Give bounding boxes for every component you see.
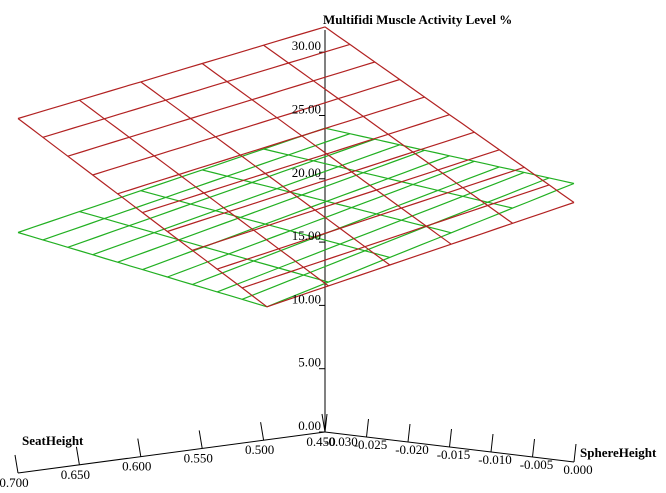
- surface-grid-line: [266, 201, 575, 308]
- seat-tick-label: 0.600: [122, 459, 151, 474]
- surface-grid-line: [266, 182, 575, 308]
- surface-red: [17, 26, 575, 308]
- seat-tick-label: 0.500: [245, 442, 274, 457]
- seat-tick-label: 0.650: [61, 467, 90, 482]
- sphere-tick-label: 0.000: [563, 462, 592, 477]
- z-tick-label: 0.00: [298, 418, 321, 433]
- z-tick-label: 25.00: [292, 101, 321, 116]
- seat-tick: [14, 454, 19, 474]
- surface-grid-line: [167, 160, 475, 278]
- surface-grid-line: [192, 166, 500, 286]
- sphere-tick: [532, 438, 535, 458]
- z-tick-label: 10.00: [292, 291, 321, 306]
- sphere-tick: [366, 418, 369, 438]
- sphere-tick-label: -0.030: [324, 434, 358, 449]
- sphere-axis-label: SphereHeight: [580, 445, 657, 460]
- sphere-tick: [490, 433, 494, 453]
- sphere-tick: [324, 413, 328, 433]
- seat-tick-label: 0.700: [0, 475, 29, 490]
- surface-grid-line: [117, 96, 425, 195]
- seat-tick: [137, 438, 142, 457]
- axes-layer: [14, 30, 577, 474]
- surface-grid-line: [142, 114, 450, 214]
- seat-tick-label: 0.450: [306, 434, 335, 449]
- surface-green: [17, 127, 575, 308]
- seat-axis-line: [17, 431, 326, 474]
- z-tick-label: 30.00: [292, 38, 321, 53]
- sphere-tick-label: -0.025: [354, 437, 388, 452]
- surface-grid-line: [67, 61, 375, 157]
- surface-grid-line: [17, 26, 326, 120]
- seat-tick: [198, 430, 203, 449]
- seat-tick: [75, 446, 80, 465]
- seat-axis-label: SeatHeight: [22, 433, 84, 448]
- z-tick-label: 15.00: [292, 228, 321, 243]
- surface-grid-line: [192, 149, 500, 251]
- surface-grid-line: [42, 43, 351, 138]
- surface-grid-line: [217, 166, 525, 270]
- surface-grid-line: [216, 171, 525, 293]
- seat-tick: [260, 422, 265, 441]
- seat-tick-label: 0.550: [184, 450, 213, 465]
- surface-grid-line: [241, 177, 550, 300]
- z-axis-label: Multifidi Muscle Activity Level %: [323, 12, 512, 27]
- surface-grid-line: [92, 144, 400, 256]
- sphere-tick-label: -0.020: [395, 442, 429, 457]
- surface-grid-line: [17, 127, 326, 234]
- sphere-tick-label: -0.015: [437, 447, 471, 462]
- sphere-tick: [573, 443, 577, 463]
- surface-grid-line: [117, 149, 425, 263]
- labels-layer: Multifidi Muscle Activity Level % SeatHe…: [0, 12, 657, 490]
- sphere-tick: [407, 423, 411, 443]
- surface-grid-line: [167, 131, 475, 233]
- sphere-tick: [449, 428, 452, 448]
- sphere-tick-label: -0.005: [520, 457, 554, 472]
- seat-tick: [321, 413, 326, 433]
- z-tick-label: 5.00: [298, 355, 321, 370]
- sphere-tick-label: -0.010: [478, 452, 512, 467]
- surface-grid-line: [241, 184, 550, 289]
- surface-grid-line: [92, 78, 400, 176]
- surface-grid-line: [67, 138, 375, 248]
- z-tick-label: 20.00: [292, 165, 321, 180]
